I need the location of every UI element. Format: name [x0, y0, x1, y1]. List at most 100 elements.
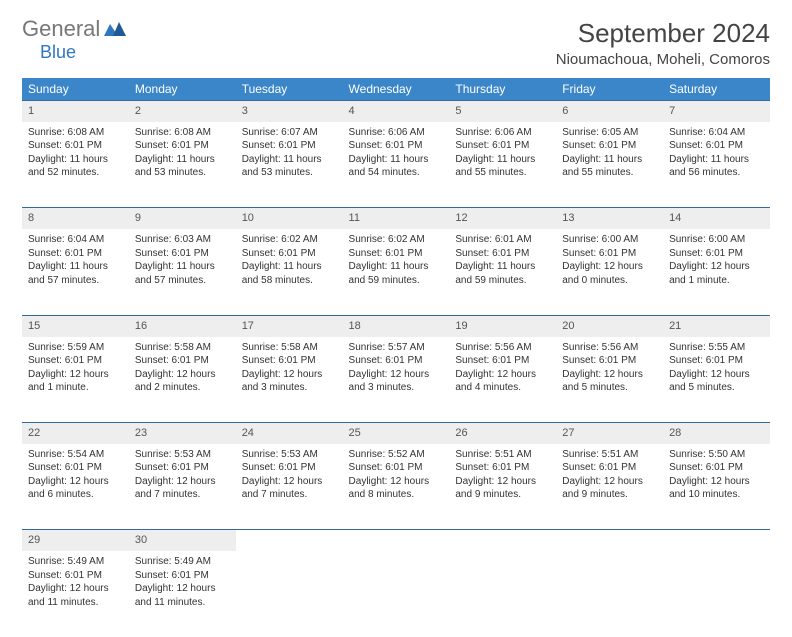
day-body-cell: Sunrise: 6:05 AMSunset: 6:01 PMDaylight:…	[556, 122, 663, 208]
day-body-cell: Sunrise: 5:54 AMSunset: 6:01 PMDaylight:…	[22, 444, 129, 530]
day-body-row: Sunrise: 5:59 AMSunset: 6:01 PMDaylight:…	[22, 337, 770, 423]
calendar-table: Sunday Monday Tuesday Wednesday Thursday…	[22, 78, 770, 637]
day-detail-line: Sunrise: 5:51 AM	[562, 448, 657, 462]
day-detail-line: Sunrise: 5:58 AM	[242, 341, 337, 355]
day-detail-line: and 57 minutes.	[135, 274, 230, 288]
day-details: Sunrise: 5:52 AMSunset: 6:01 PMDaylight:…	[343, 444, 450, 510]
day-detail-line: Sunrise: 6:03 AM	[135, 233, 230, 247]
day-detail-line: Sunset: 6:01 PM	[669, 354, 764, 368]
day-detail-line: Sunset: 6:01 PM	[242, 354, 337, 368]
day-detail-line: Sunrise: 5:53 AM	[135, 448, 230, 462]
day-details: Sunrise: 5:58 AMSunset: 6:01 PMDaylight:…	[236, 337, 343, 403]
day-detail-line: and 59 minutes.	[349, 274, 444, 288]
weekday-header-row: Sunday Monday Tuesday Wednesday Thursday…	[22, 78, 770, 101]
day-detail-line: Daylight: 12 hours	[242, 475, 337, 489]
day-detail-line: Daylight: 11 hours	[135, 153, 230, 167]
day-number-cell: 2	[129, 101, 236, 122]
day-detail-line: Sunset: 6:01 PM	[135, 139, 230, 153]
day-detail-line: Sunset: 6:01 PM	[135, 461, 230, 475]
day-body-cell: Sunrise: 5:51 AMSunset: 6:01 PMDaylight:…	[556, 444, 663, 530]
day-detail-line: and 57 minutes.	[28, 274, 123, 288]
weekday-header: Wednesday	[343, 78, 450, 101]
day-details: Sunrise: 6:08 AMSunset: 6:01 PMDaylight:…	[22, 122, 129, 188]
day-detail-line: and 59 minutes.	[455, 274, 550, 288]
day-detail-line: Sunrise: 6:06 AM	[455, 126, 550, 140]
day-detail-line: Sunrise: 6:00 AM	[562, 233, 657, 247]
day-detail-line: Sunrise: 6:02 AM	[242, 233, 337, 247]
day-detail-line: Sunset: 6:01 PM	[455, 139, 550, 153]
day-details: Sunrise: 5:56 AMSunset: 6:01 PMDaylight:…	[556, 337, 663, 403]
day-detail-line: Sunset: 6:01 PM	[669, 139, 764, 153]
day-detail-line: Daylight: 12 hours	[562, 368, 657, 382]
day-detail-line: and 10 minutes.	[669, 488, 764, 502]
day-detail-line: Daylight: 12 hours	[669, 260, 764, 274]
day-detail-line: Sunrise: 5:50 AM	[669, 448, 764, 462]
day-body-cell: Sunrise: 6:00 AMSunset: 6:01 PMDaylight:…	[556, 229, 663, 315]
day-details: Sunrise: 6:04 AMSunset: 6:01 PMDaylight:…	[663, 122, 770, 188]
day-detail-line: Sunset: 6:01 PM	[28, 461, 123, 475]
day-number-row: 15161718192021	[22, 315, 770, 336]
day-detail-line: and 5 minutes.	[562, 381, 657, 395]
day-detail-line: Sunrise: 6:00 AM	[669, 233, 764, 247]
day-details: Sunrise: 6:00 AMSunset: 6:01 PMDaylight:…	[663, 229, 770, 295]
day-details: Sunrise: 5:49 AMSunset: 6:01 PMDaylight:…	[129, 551, 236, 617]
day-number-cell	[236, 530, 343, 551]
day-detail-line: Sunrise: 5:49 AM	[135, 555, 230, 569]
day-detail-line: Daylight: 11 hours	[669, 153, 764, 167]
day-number-cell: 29	[22, 530, 129, 551]
day-body-row: Sunrise: 6:04 AMSunset: 6:01 PMDaylight:…	[22, 229, 770, 315]
day-details: Sunrise: 6:07 AMSunset: 6:01 PMDaylight:…	[236, 122, 343, 188]
day-detail-line: Daylight: 11 hours	[135, 260, 230, 274]
day-details: Sunrise: 6:03 AMSunset: 6:01 PMDaylight:…	[129, 229, 236, 295]
day-detail-line: Sunrise: 6:04 AM	[669, 126, 764, 140]
day-body-cell: Sunrise: 5:55 AMSunset: 6:01 PMDaylight:…	[663, 337, 770, 423]
day-detail-line: and 1 minute.	[669, 274, 764, 288]
day-detail-line: Daylight: 12 hours	[562, 260, 657, 274]
day-body-cell: Sunrise: 6:06 AMSunset: 6:01 PMDaylight:…	[449, 122, 556, 208]
day-detail-line: Daylight: 12 hours	[669, 475, 764, 489]
day-number-cell: 26	[449, 423, 556, 444]
day-details: Sunrise: 6:02 AMSunset: 6:01 PMDaylight:…	[236, 229, 343, 295]
day-body-cell: Sunrise: 5:58 AMSunset: 6:01 PMDaylight:…	[129, 337, 236, 423]
day-number-cell: 18	[343, 315, 450, 336]
day-number-cell: 25	[343, 423, 450, 444]
day-body-row: Sunrise: 6:08 AMSunset: 6:01 PMDaylight:…	[22, 122, 770, 208]
day-detail-line: and 7 minutes.	[242, 488, 337, 502]
day-number-cell: 15	[22, 315, 129, 336]
day-detail-line: and 2 minutes.	[135, 381, 230, 395]
day-number-cell	[449, 530, 556, 551]
day-number-cell: 8	[22, 208, 129, 229]
day-details: Sunrise: 5:59 AMSunset: 6:01 PMDaylight:…	[22, 337, 129, 403]
day-number-cell: 21	[663, 315, 770, 336]
day-number-cell: 12	[449, 208, 556, 229]
day-body-cell: Sunrise: 6:04 AMSunset: 6:01 PMDaylight:…	[22, 229, 129, 315]
title-block: September 2024 Nioumachoua, Moheli, Como…	[556, 18, 770, 68]
day-body-cell: Sunrise: 6:02 AMSunset: 6:01 PMDaylight:…	[236, 229, 343, 315]
day-detail-line: Sunset: 6:01 PM	[455, 461, 550, 475]
day-detail-line: Sunset: 6:01 PM	[242, 139, 337, 153]
day-details: Sunrise: 5:49 AMSunset: 6:01 PMDaylight:…	[22, 551, 129, 617]
day-body-cell: Sunrise: 5:59 AMSunset: 6:01 PMDaylight:…	[22, 337, 129, 423]
day-detail-line: Sunset: 6:01 PM	[455, 247, 550, 261]
month-title: September 2024	[556, 18, 770, 49]
logo: General	[22, 18, 126, 40]
day-detail-line: Daylight: 12 hours	[135, 582, 230, 596]
day-detail-line: Sunset: 6:01 PM	[349, 354, 444, 368]
day-detail-line: Sunrise: 6:02 AM	[349, 233, 444, 247]
day-detail-line: and 53 minutes.	[242, 166, 337, 180]
day-details: Sunrise: 6:05 AMSunset: 6:01 PMDaylight:…	[556, 122, 663, 188]
day-number-cell: 24	[236, 423, 343, 444]
day-body-cell: Sunrise: 5:58 AMSunset: 6:01 PMDaylight:…	[236, 337, 343, 423]
weekday-header: Saturday	[663, 78, 770, 101]
day-detail-line: Daylight: 12 hours	[242, 368, 337, 382]
day-details: Sunrise: 5:51 AMSunset: 6:01 PMDaylight:…	[556, 444, 663, 510]
day-number-cell: 10	[236, 208, 343, 229]
day-detail-line: Sunset: 6:01 PM	[349, 247, 444, 261]
day-details: Sunrise: 5:55 AMSunset: 6:01 PMDaylight:…	[663, 337, 770, 403]
day-detail-line: and 5 minutes.	[669, 381, 764, 395]
day-number-cell: 22	[22, 423, 129, 444]
day-body-row: Sunrise: 5:49 AMSunset: 6:01 PMDaylight:…	[22, 551, 770, 637]
day-details: Sunrise: 6:02 AMSunset: 6:01 PMDaylight:…	[343, 229, 450, 295]
day-body-cell: Sunrise: 6:03 AMSunset: 6:01 PMDaylight:…	[129, 229, 236, 315]
day-number-cell: 20	[556, 315, 663, 336]
